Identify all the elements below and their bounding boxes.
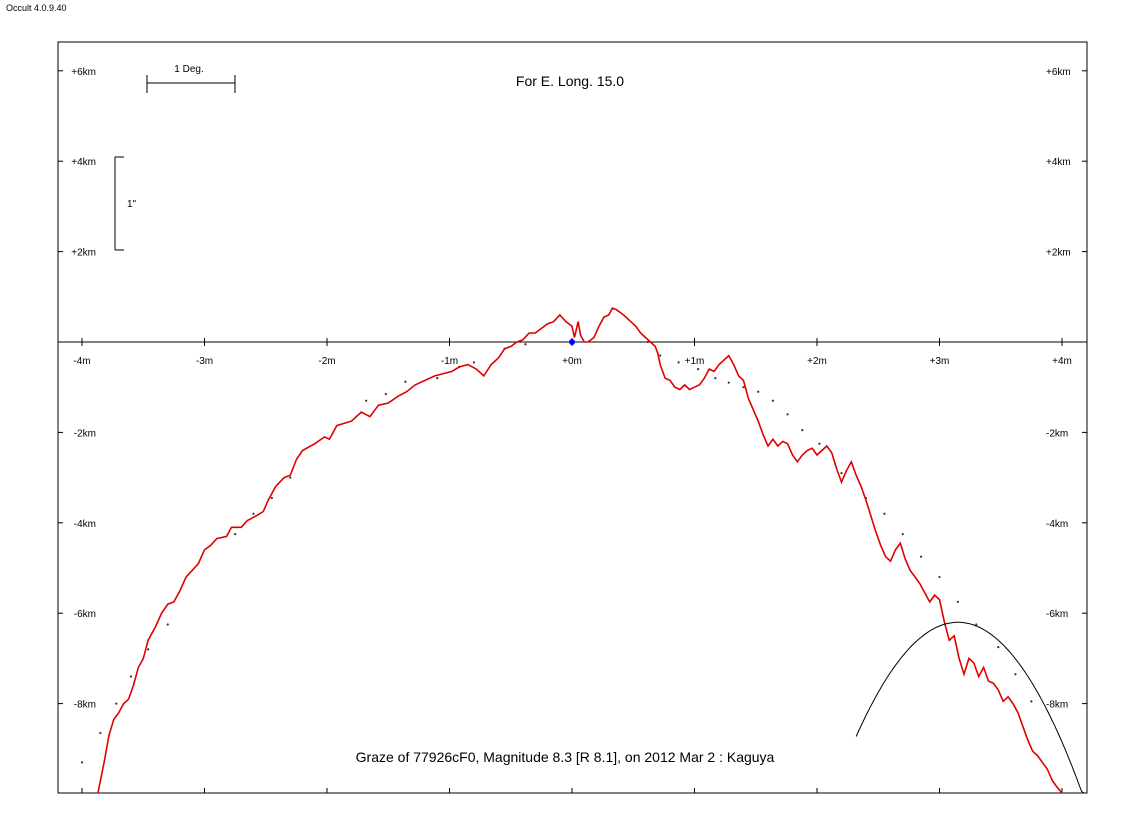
- y-tick-right-label: -6km: [1046, 609, 1068, 620]
- reference-point: [938, 575, 941, 579]
- reference-point: [147, 648, 150, 651]
- reference-point: [646, 340, 650, 344]
- reference-point: [289, 476, 292, 479]
- x-tick-label: +2m: [807, 356, 827, 367]
- reference-point: [384, 392, 387, 396]
- reference-point: [404, 380, 407, 383]
- reference-point: [659, 354, 662, 357]
- degree-scale-bar: 1 Deg.: [146, 64, 236, 93]
- graze-caption: Graze of 77926cF0, Magnitude 8.3 [R 8.1]…: [356, 749, 775, 765]
- reference-point: [252, 512, 255, 515]
- reference-point: [270, 496, 273, 500]
- y-tick-left-label: -6km: [74, 609, 96, 620]
- reference-point: [920, 555, 923, 558]
- reference-point: [365, 399, 368, 402]
- reference-point: [771, 399, 775, 402]
- reference-point: [677, 361, 680, 364]
- y-tick-left-label: -2km: [74, 428, 96, 439]
- reference-point: [115, 702, 118, 705]
- reference-point: [801, 429, 804, 432]
- reference-point: [697, 368, 700, 371]
- x-tick-label: +4m: [1052, 356, 1072, 367]
- x-tick-label: +1m: [685, 356, 705, 367]
- y-tick-left-label: +4km: [71, 157, 96, 168]
- y-tick-right-label: +2km: [1046, 248, 1071, 259]
- x-tick-label: -2m: [318, 356, 335, 367]
- app-version-label: Occult 4.0.9.40: [6, 3, 67, 13]
- reference-point: [901, 533, 904, 536]
- y-tick-right-label: -8km: [1046, 700, 1068, 711]
- reference-point: [714, 377, 717, 380]
- reference-point: [840, 471, 843, 475]
- reference-point: [80, 761, 84, 764]
- x-tick-label: -3m: [196, 356, 213, 367]
- y-tick-right-label: -4km: [1046, 519, 1068, 530]
- reference-point: [997, 646, 1000, 649]
- y-tick-left-label: -4km: [74, 519, 96, 530]
- x-tick-label: +0m: [562, 356, 582, 367]
- reference-point: [524, 343, 527, 346]
- reference-point: [818, 442, 821, 445]
- curve-line: [855, 621, 1087, 794]
- reference-point: [742, 386, 745, 389]
- x-tick-label: -4m: [73, 356, 90, 367]
- reference-point: [1014, 673, 1017, 676]
- chart-title: For E. Long. 15.0: [516, 73, 624, 89]
- y-tick-right-label: +6km: [1046, 67, 1071, 78]
- reference-point: [166, 623, 169, 626]
- y-tick-left-label: +6km: [71, 67, 96, 78]
- reference-point: [472, 361, 476, 364]
- plot-frame: [57, 41, 1088, 794]
- reference-point: [99, 731, 102, 735]
- y-tick-right-label: -2km: [1046, 428, 1068, 439]
- y-ticks-right: +6km +4km +2km -2km -4km -6km -8km: [1046, 67, 1087, 711]
- y-ticks-left: +6km +4km +2km -2km -4km -6km -8km: [58, 67, 96, 711]
- central-point-marker: [569, 339, 575, 345]
- reference-point: [975, 623, 978, 626]
- y-tick-left-label: -8km: [74, 700, 96, 711]
- reference-point: [1030, 700, 1033, 703]
- reference-point: [234, 533, 237, 536]
- reference-point: [786, 413, 789, 416]
- reference-point: [727, 381, 730, 384]
- limb-profile-line: [97, 307, 1063, 794]
- x-tick-label: +3m: [930, 356, 950, 367]
- y-tick-left-label: +2km: [71, 248, 96, 259]
- reference-point: [757, 390, 760, 393]
- arcsec-scale-bar: 1": [114, 156, 137, 251]
- reference-points-series: [80, 340, 1033, 764]
- x-ticks: -4m -3m -2m -1m +0m +1m +2m +3m +4m: [73, 338, 1072, 793]
- arcsec-scale-label: 1": [127, 199, 137, 210]
- y-tick-right-label: +4km: [1046, 157, 1071, 168]
- reference-point: [129, 675, 133, 678]
- reference-point: [883, 512, 886, 515]
- reference-point: [436, 377, 439, 380]
- reference-point: [956, 600, 959, 604]
- degree-scale-label: 1 Deg.: [174, 64, 203, 75]
- x-tick-label: -1m: [441, 356, 458, 367]
